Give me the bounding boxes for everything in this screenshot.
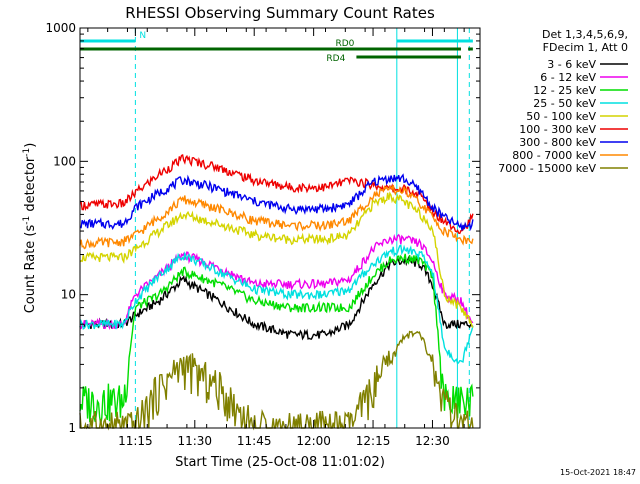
series-line-5 — [79, 191, 474, 328]
plot-area: N RD0 RD4 — [79, 28, 474, 431]
x-axis-label: Start Time (25-Oct-08 11:01:02) — [175, 455, 385, 470]
flag-label-n: N — [139, 31, 146, 41]
footer-timestamp: 15-Oct-2021 18:47 — [560, 468, 636, 477]
legend-label-8: 800 - 7000 keV — [512, 149, 596, 162]
x-tick-label-1: 11:15 — [118, 434, 153, 448]
flag-label-rd4: RD4 — [326, 54, 345, 64]
chart-title: RHESSI Observing Summary Count Rates — [125, 4, 435, 22]
series-line-8 — [79, 184, 474, 250]
legend-label-7: 300 - 800 keV — [519, 136, 596, 149]
legend-header-line-1: Det 1,3,4,5,6,9, — [542, 28, 628, 41]
legend-label-2: 6 - 12 keV — [540, 71, 596, 84]
x-axis: 11:15 11:30 11:45 12:00 12:15 12:30 — [87, 28, 465, 448]
series-line-4 — [79, 244, 474, 365]
y-tick-label-2: 10 — [61, 288, 76, 302]
x-tick-label-6: 12:30 — [415, 434, 450, 448]
x-tick-label-3: 11:45 — [237, 434, 272, 448]
x-tick-label-5: 12:15 — [356, 434, 391, 448]
legend-label-4: 25 - 50 keV — [533, 97, 596, 110]
series-line-7 — [79, 173, 474, 232]
legend: Det 1,3,4,5,6,9, FDecim 1, Att 0 3 - 6 k… — [498, 28, 628, 175]
y-axis-label: Count Rate (s-1 detector-1) — [22, 143, 38, 314]
y-tick-label-3: 100 — [53, 154, 76, 168]
legend-label-5: 50 - 100 keV — [526, 110, 596, 123]
series-line-9 — [79, 330, 474, 431]
x-tick-label-4: 12:00 — [296, 434, 331, 448]
flag-label-rd0: RD0 — [336, 39, 355, 49]
legend-label-1: 3 - 6 keV — [547, 58, 596, 71]
legend-label-9: 7000 - 15000 keV — [498, 162, 596, 175]
y-tick-label-4: 1000 — [45, 21, 76, 35]
legend-label-6: 100 - 300 keV — [519, 123, 596, 136]
y-axis: 1 10 100 1000 — [45, 21, 480, 435]
plot-frame — [79, 27, 481, 429]
series-line-6 — [79, 154, 474, 235]
x-tick-label-2: 11:30 — [177, 434, 212, 448]
series-line-3 — [79, 253, 474, 425]
legend-label-3: 12 - 25 keV — [533, 84, 596, 97]
legend-header-line-2: FDecim 1, Att 0 — [543, 41, 628, 54]
series-line-2 — [79, 233, 474, 331]
y-tick-label-1: 1 — [68, 421, 76, 435]
